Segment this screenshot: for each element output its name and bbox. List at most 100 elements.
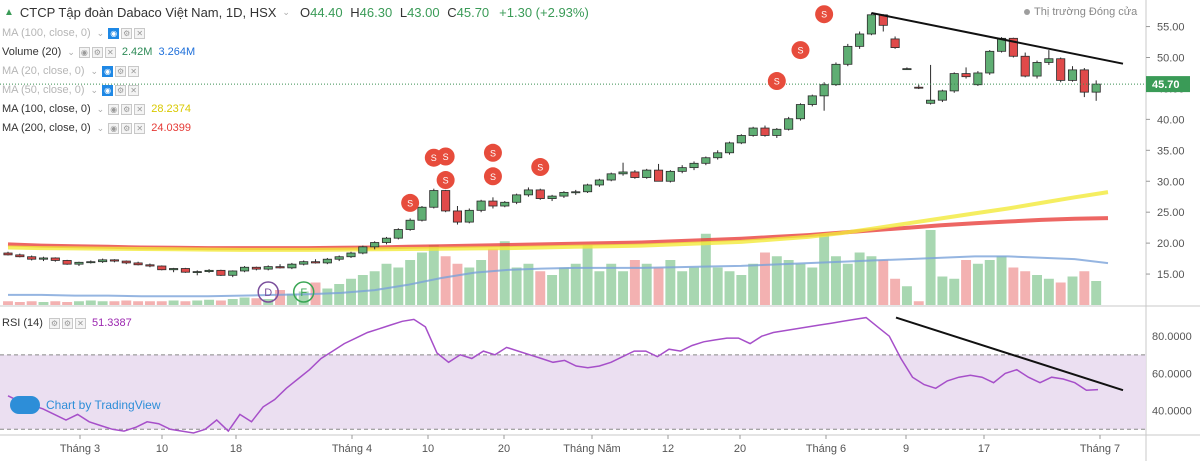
volume-bar [984,260,995,305]
volume-bar [62,302,73,305]
candle-body [74,261,84,265]
eye-icon[interactable]: ◉ [108,27,120,39]
tradingview-watermark[interactable]: Chart by TradingView [10,396,161,414]
candle-body [713,152,723,159]
gear-icon[interactable]: ⚙ [121,103,133,115]
gear-icon[interactable]: ⚙ [115,65,127,77]
volume-bar [3,301,13,305]
candle-body [228,270,238,276]
close-icon[interactable]: ✕ [128,65,140,77]
indicator-name[interactable]: MA (100, close, 0) [2,103,91,115]
indicator-row[interactable]: MA (200, close, 0) ⌄ ◉ ⚙ ✕ 24.0399 [2,120,203,136]
eye-icon[interactable]: ◉ [102,84,114,96]
dividend-marker-icon [257,281,279,303]
indicator-name[interactable]: MA (20, close, 0) [2,65,85,77]
price-tick-label: 20.00 [1157,238,1185,250]
close-icon[interactable]: ✕ [128,84,140,96]
candle-body [358,246,368,254]
cloud-icon [10,396,40,414]
low-value: 43.00 [407,5,440,20]
eye-icon[interactable]: ◉ [78,46,90,58]
collapse-arrow-icon[interactable]: ▲ [4,7,14,18]
volume-bar [901,286,912,305]
time-tick-label: 12 [662,443,674,455]
candle-body [606,173,616,181]
candle-body [263,266,273,270]
candle-body [630,171,640,178]
volume-bar [1067,276,1078,305]
indicator-row[interactable]: MA (100, close, 0) ⌄ ◉ ⚙ ✕ [2,25,163,41]
volume-bar [712,267,723,305]
volume-bar [1020,271,1031,305]
volume-bar [1032,275,1042,305]
volume-bar [878,260,889,305]
volume-bar [961,260,972,305]
chevron-down-icon[interactable]: ⌄ [90,65,99,76]
candle-body [961,73,971,78]
indicator-name[interactable]: MA (200, close, 0) [2,122,91,134]
time-tick-label: 10 [422,443,434,455]
volume-bar [842,263,853,305]
volume-bar [972,263,983,305]
candle-body [62,260,72,265]
volume-bar [594,271,605,305]
indicator-name[interactable]: MA (50, close, 0) [2,84,85,96]
sell-signal-label: S [774,77,780,87]
symbol-title[interactable]: CTCP Tập đoàn Dabaco Việt Nam, 1D, HSX [19,5,277,20]
rsi-name[interactable]: RSI (14) [2,317,43,329]
eye-icon[interactable]: ◉ [108,103,120,115]
indicator-row[interactable]: MA (100, close, 0) ⌄ ◉ ⚙ ✕ 28.2374 [2,101,203,117]
candle-body [760,127,770,136]
close-icon[interactable]: ✕ [134,103,146,115]
candle-body [488,200,498,207]
volume-bar [618,271,629,305]
close-icon[interactable]: ✕ [134,122,146,134]
candle-body [831,63,841,86]
candle-body [926,99,936,104]
time-tick-label: 20 [734,443,746,455]
chevron-down-icon[interactable]: ⌄ [96,27,105,38]
candle-body [914,86,924,89]
indicator-row[interactable]: MA (20, close, 0) ⌄ ◉ ⚙ ✕ [2,63,157,79]
rsi-legend[interactable]: RSI (14) ⚙ ⚙ ✕ 51.3387 [2,315,138,331]
gear-icon[interactable]: ⚙ [115,84,127,96]
gear-icon[interactable]: ⚙ [61,317,73,329]
indicator-name[interactable]: MA (100, close, 0) [2,27,91,39]
eye-icon[interactable]: ◉ [102,65,114,77]
chevron-down-icon[interactable]: ⌄ [67,46,75,57]
close-icon[interactable]: ✕ [104,46,116,58]
volume-bar [322,288,333,305]
volume-bar [535,271,546,305]
close-icon[interactable]: ✕ [74,317,86,329]
gear-icon[interactable]: ⚙ [121,122,133,134]
candle-body [843,45,853,65]
gear-icon[interactable]: ⚙ [91,46,103,58]
chevron-down-icon[interactable]: ⌄ [90,84,99,95]
gear-icon[interactable]: ⚙ [121,27,133,39]
chevron-down-icon[interactable]: ⌄ [96,103,105,114]
volume-bar [369,271,380,305]
volume-bar [547,275,558,305]
indicator-row[interactable]: Volume (20) ⌄ ◉ ⚙ ✕ 2.42M 3.264M [2,44,201,60]
volume-bar [239,297,250,305]
volume-bar [133,301,144,305]
indicator-name[interactable]: Volume (20) [2,46,62,58]
indicator-buttons: ◉ ⚙ ✕ [102,65,140,77]
time-tick-label: Tháng 6 [806,443,846,455]
volume-bar [476,260,487,305]
status-dot-icon [1024,9,1030,16]
settings-icon[interactable]: ⚙ [48,317,60,329]
volume-bar [760,252,770,305]
candle-body [1079,69,1089,93]
candle-body [866,14,876,35]
chevron-down-icon[interactable]: ⌄ [96,122,105,133]
indicator-row[interactable]: MA (50, close, 0) ⌄ ◉ ⚙ ✕ [2,82,157,98]
eye-icon[interactable]: ◉ [108,122,120,134]
close-icon[interactable]: ✕ [134,27,146,39]
volume-bar [771,256,782,305]
chevron-down-icon[interactable]: ⌄ [282,7,290,17]
open-value: 44.40 [310,5,343,20]
time-tick-label: 20 [498,443,510,455]
